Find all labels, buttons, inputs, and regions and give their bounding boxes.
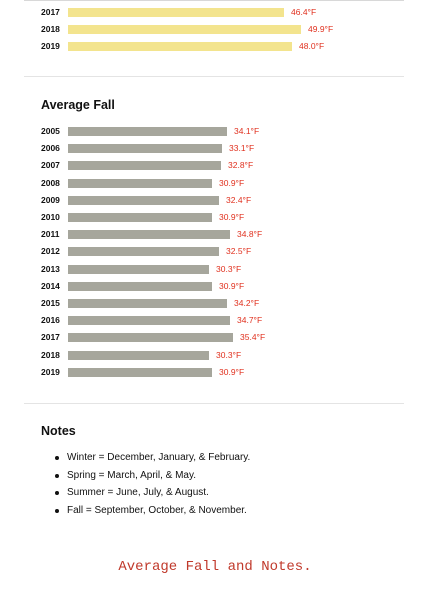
bar-row: 2018 30.3°F: [41, 349, 381, 362]
bar-row: 2012 32.5°F: [41, 245, 381, 258]
value-label: 32.8°F: [228, 160, 254, 171]
bar-row: 2007 32.8°F: [41, 159, 381, 172]
value-label: 30.9°F: [219, 177, 245, 188]
value-label: 34.7°F: [237, 315, 263, 326]
year-label: 2006: [41, 143, 60, 154]
notes-list: Winter = December, January, & February. …: [41, 449, 250, 519]
year-label: 2008: [41, 177, 60, 188]
bar: [68, 281, 212, 291]
year-label: 2018: [41, 349, 60, 360]
value-label: 30.3°F: [216, 263, 242, 274]
year-label: 2011: [41, 229, 60, 240]
year-label: 2009: [41, 194, 60, 205]
value-label: 30.9°F: [219, 212, 245, 222]
value-label: 34.8°F: [237, 229, 263, 240]
bar-row: 2017 46.4°F: [41, 6, 381, 19]
bar: [68, 178, 212, 188]
bar-row: 2016 34.7°F: [41, 314, 381, 327]
bar: [68, 25, 301, 35]
section-divider: [24, 403, 404, 404]
year-label: 2005: [41, 126, 60, 136]
note-item-fall: Fall = September, October, & November.: [41, 502, 250, 520]
year-label: 2017: [41, 7, 60, 17]
notes-title: Notes: [41, 424, 76, 438]
year-label: 2017: [41, 332, 60, 343]
bar-row: 2009 32.4°F: [41, 194, 381, 207]
value-label: 32.5°F: [226, 246, 252, 257]
bar: [68, 350, 209, 360]
bar-row: 2011 34.8°F: [41, 228, 381, 241]
bar-row: 2019 48.0°F: [41, 40, 381, 53]
bar-row: 2008 30.9°F: [41, 177, 381, 190]
year-label: 2019: [41, 41, 60, 52]
bar: [68, 333, 233, 343]
value-label: 32.4°F: [226, 194, 252, 205]
bar: [68, 299, 227, 308]
value-label: 30.3°F: [216, 349, 242, 360]
bar: [68, 42, 292, 52]
value-label: 30.9°F: [219, 366, 245, 377]
year-label: 2013: [41, 263, 60, 274]
note-item-spring: Spring = March, April, & May.: [41, 467, 250, 485]
value-label: 49.9°F: [308, 24, 334, 35]
year-label: 2016: [41, 315, 60, 326]
bar: [68, 195, 219, 205]
value-label: 34.1°F: [234, 126, 260, 136]
bar: [68, 367, 212, 377]
value-label: 35.4°F: [240, 332, 266, 343]
value-label: 48.0°F: [299, 41, 325, 52]
bar: [68, 247, 219, 257]
year-label: 2007: [41, 160, 60, 171]
section-divider: [24, 76, 404, 77]
bar-row: 2017 35.4°F: [41, 331, 381, 344]
bar: [68, 213, 212, 222]
bar-row: 2014 30.9°F: [41, 280, 381, 293]
top-divider: [24, 0, 404, 1]
value-label: 33.1°F: [229, 143, 255, 154]
year-label: 2014: [41, 280, 60, 291]
bar-row: 2018 49.9°F: [41, 23, 381, 36]
year-label: 2015: [41, 298, 60, 308]
bar-row: 2005 34.1°F: [41, 125, 381, 138]
bar-row: 2013 30.3°F: [41, 263, 381, 276]
caption: Average Fall and Notes.: [118, 559, 312, 575]
bar-row: 2015 34.2°F: [41, 297, 381, 310]
value-label: 46.4°F: [291, 7, 317, 17]
bar: [68, 316, 230, 326]
note-item-winter: Winter = December, January, & February.: [41, 449, 250, 467]
bar: [68, 264, 209, 274]
year-label: 2010: [41, 212, 60, 222]
value-label: 34.2°F: [234, 298, 260, 308]
year-label: 2012: [41, 246, 60, 257]
bar: [68, 161, 221, 171]
bar-row: 2010 30.9°F: [41, 211, 381, 224]
fall-chart-title: Average Fall: [41, 98, 115, 112]
bar-row: 2019 30.9°F: [41, 366, 381, 379]
year-label: 2019: [41, 366, 60, 377]
bar: [68, 230, 230, 240]
bar-row: 2006 33.1°F: [41, 142, 381, 155]
bar: [68, 8, 284, 17]
value-label: 30.9°F: [219, 280, 245, 291]
note-item-summer: Summer = June, July, & August.: [41, 484, 250, 502]
year-label: 2018: [41, 24, 60, 35]
bar: [68, 144, 222, 154]
bar: [68, 127, 227, 136]
